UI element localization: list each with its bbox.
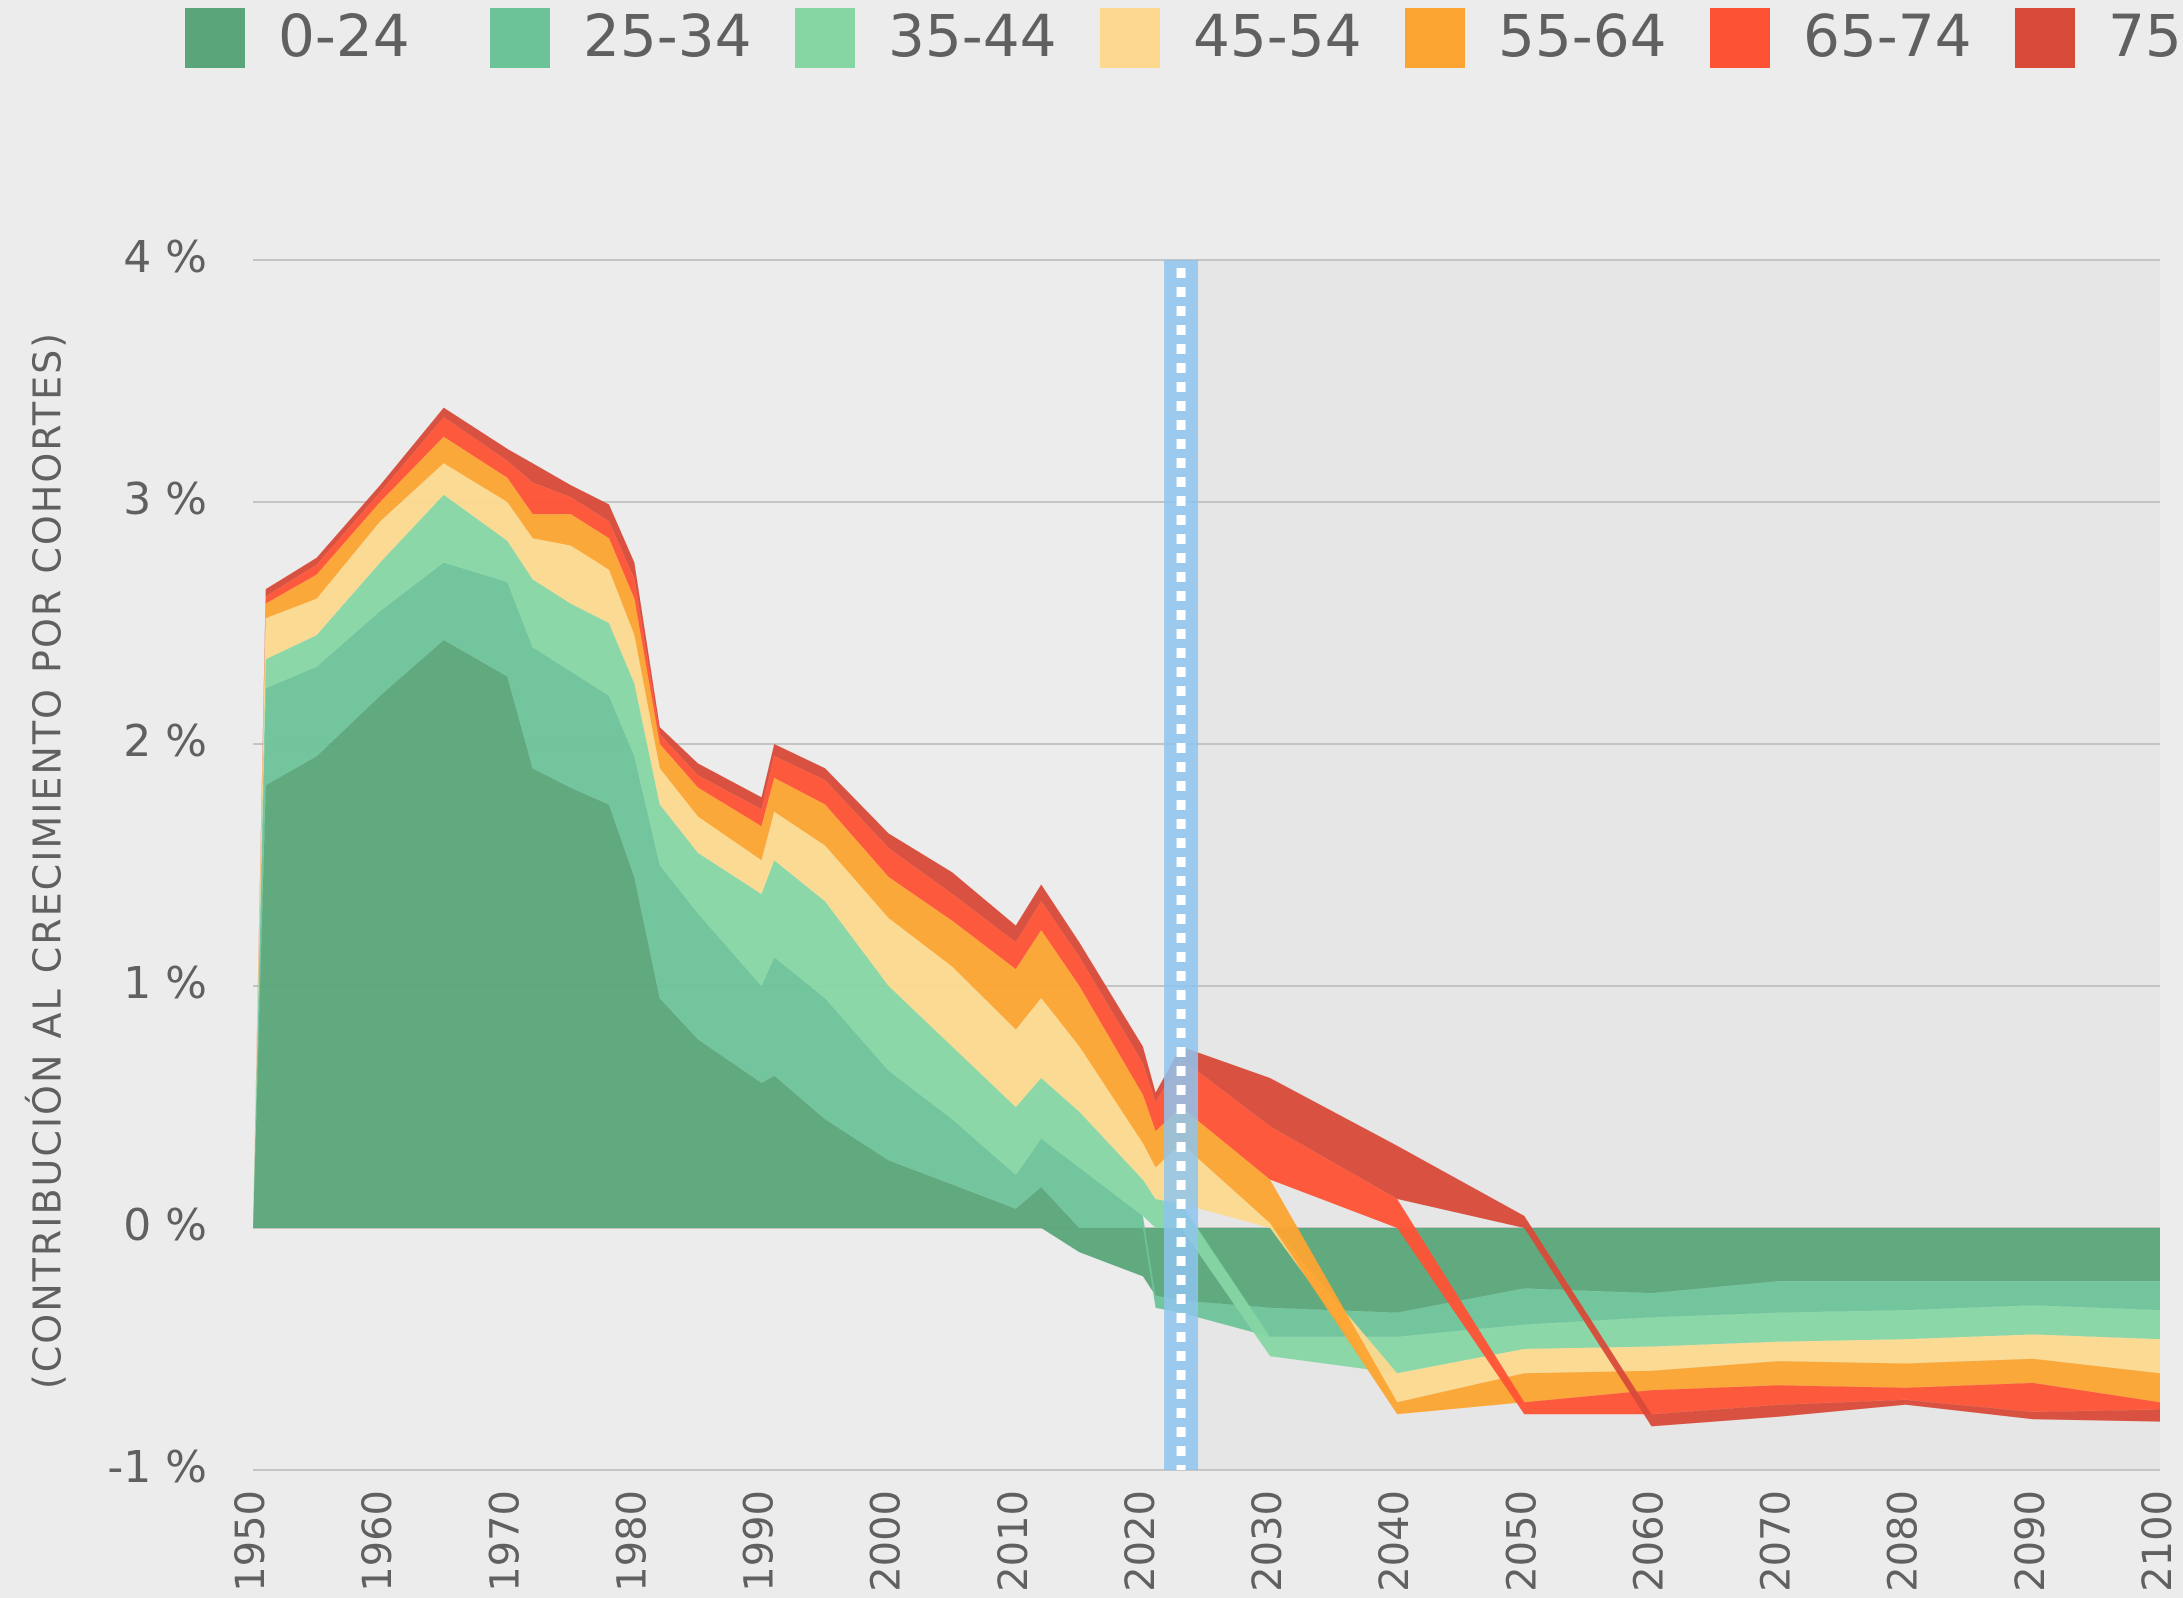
- x-tick-label: 2090: [2008, 1490, 2054, 1592]
- legend-swatch: [185, 8, 245, 68]
- legend-label: 65-74: [1803, 2, 1972, 70]
- y-tick-label: 3 %: [123, 474, 207, 525]
- y-tick-label: 1 %: [123, 958, 207, 1009]
- x-tick-label: 2040: [1372, 1490, 1418, 1592]
- x-tick-label: 2060: [1626, 1490, 1672, 1592]
- y-tick-label: 0 %: [123, 1200, 207, 1251]
- legend-swatch: [490, 8, 550, 68]
- legend-label: 35-44: [888, 2, 1057, 70]
- y-tick-label: 2 %: [123, 716, 207, 767]
- x-tick-label: 2010: [991, 1490, 1037, 1592]
- x-tick-label: 2050: [1499, 1490, 1545, 1592]
- x-tick-label: 2000: [864, 1490, 910, 1592]
- x-tick-label: 2030: [1245, 1490, 1291, 1592]
- x-tick-label: 2020: [1118, 1490, 1164, 1592]
- legend-label: 55-64: [1498, 2, 1667, 70]
- legend-swatch: [1405, 8, 1465, 68]
- y-tick-label: 4 %: [123, 232, 207, 283]
- legend-swatch: [1100, 8, 1160, 68]
- x-tick-label: 1990: [737, 1490, 783, 1592]
- x-tick-label: 2100: [2135, 1490, 2181, 1592]
- y-tick-label: -1 %: [107, 1442, 207, 1493]
- legend-label: 25-34: [583, 2, 752, 70]
- x-tick-label: 1970: [482, 1490, 528, 1592]
- legend-label: 45-54: [1193, 2, 1362, 70]
- legend-swatch: [795, 8, 855, 68]
- legend-label: 0-24: [278, 2, 410, 70]
- area: [253, 639, 2160, 1313]
- legend-swatch: [2015, 8, 2075, 68]
- x-tick-label: 1950: [228, 1490, 274, 1592]
- x-tick-label: 2080: [1881, 1490, 1927, 1592]
- x-tick-label: 1960: [355, 1490, 401, 1592]
- legend-swatch: [1710, 8, 1770, 68]
- x-tick-label: 2070: [1754, 1490, 1800, 1592]
- y-axis-title: (CONTRIBUCIÓN AL CRECIMIENTO POR COHORTE…: [26, 331, 70, 1389]
- legend-label: 75+: [2108, 2, 2183, 70]
- x-tick-label: 1980: [609, 1490, 655, 1592]
